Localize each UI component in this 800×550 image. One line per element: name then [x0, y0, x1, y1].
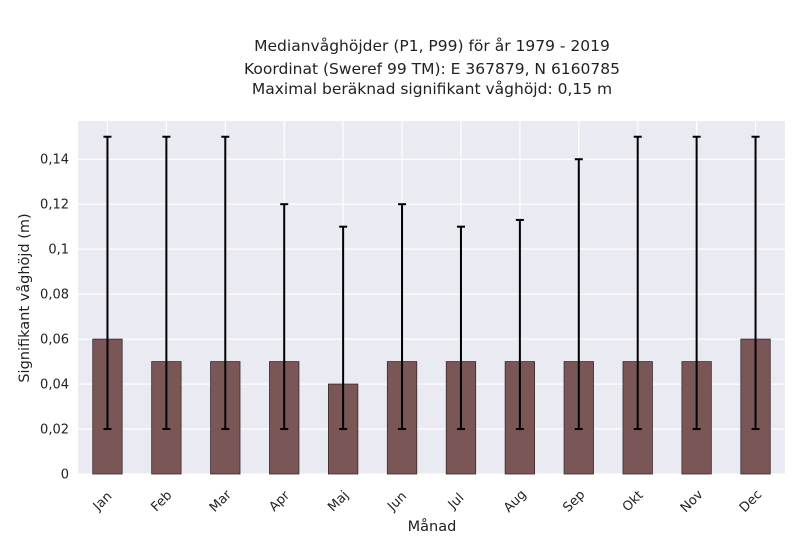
chart-title: Medianvåghöjder (P1, P99) för år 1979 - …: [244, 37, 620, 98]
x-tick-label: Okt: [620, 488, 647, 515]
y-tick-label: 0,04: [40, 378, 69, 393]
x-tick-label: Jan: [90, 489, 115, 514]
error-bar-jan: [103, 135, 112, 431]
plot-area: [78, 121, 785, 474]
chart-title-line-2: Koordinat (Sweref 99 TM): E 367879, N 61…: [244, 60, 620, 78]
error-bar-mar: [221, 135, 230, 431]
error-bar-maj: [339, 225, 348, 431]
error-bar-jul: [456, 225, 465, 431]
y-axis-label: Signifikant våghöjd (m): [16, 213, 33, 382]
x-axis-ticks: Jan Feb Mar Apr Maj Jun Jul Aug Sep Okt Nov Dec: [90, 487, 765, 516]
error-bar-dec: [751, 135, 760, 431]
x-tick-label: Jul: [445, 491, 467, 513]
x-tick-label: Sep: [560, 488, 588, 516]
x-tick-label: Nov: [678, 487, 707, 516]
y-tick-label: 0,06: [40, 333, 69, 348]
error-bar-apr: [280, 203, 289, 431]
error-bars: [103, 135, 760, 431]
error-bar-nov: [692, 135, 701, 431]
error-bar-jun: [398, 203, 407, 431]
x-tick-label: Maj: [325, 488, 352, 515]
error-bar-feb: [162, 135, 171, 431]
y-tick-label: 0: [61, 468, 69, 483]
error-bar-aug: [515, 218, 524, 431]
chart-title-line-3: Maximal beräknad signifikant våghöjd: 0,…: [252, 80, 612, 98]
y-tick-label: 0,14: [40, 153, 69, 168]
x-axis-label: Månad: [408, 518, 457, 535]
y-tick-label: 0,12: [40, 198, 69, 213]
x-tick-label: Jun: [384, 489, 410, 515]
chart-title-line-1: Medianvåghöjder (P1, P99) för år 1979 - …: [254, 37, 610, 55]
y-tick-label: 0,1: [48, 243, 69, 258]
error-bar-okt: [633, 135, 642, 431]
y-tick-label: 0,08: [40, 288, 69, 303]
error-bar-sep: [574, 158, 583, 431]
x-tick-label: Feb: [148, 488, 175, 515]
x-tick-label: Apr: [266, 488, 293, 515]
y-axis-ticks: 0 0,02 0,04 0,06 0,08 0,1 0,12 0,14: [40, 153, 69, 483]
x-tick-label: Aug: [501, 487, 530, 516]
x-tick-label: Dec: [737, 487, 765, 515]
y-tick-label: 0,02: [40, 423, 69, 438]
x-tick-label: Mar: [207, 487, 235, 515]
